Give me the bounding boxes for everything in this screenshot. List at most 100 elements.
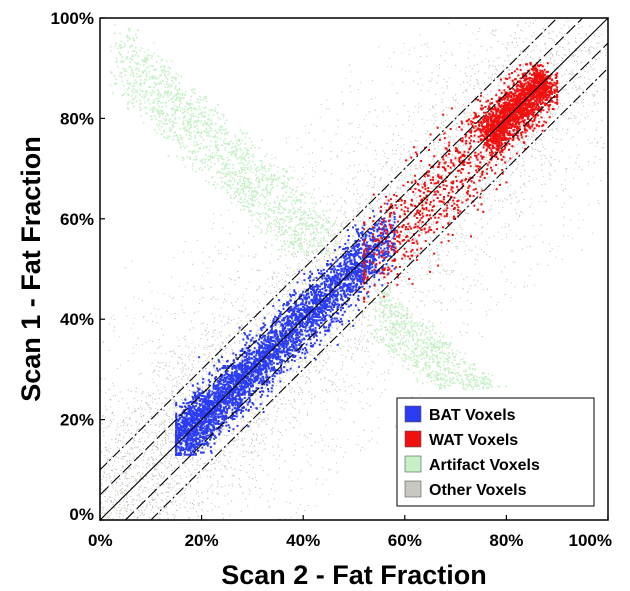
other-voxel-point bbox=[505, 100, 507, 102]
other-voxel-point bbox=[416, 214, 418, 216]
other-voxel-point bbox=[306, 341, 308, 344]
other-voxel-point bbox=[534, 122, 536, 124]
other-voxel-point bbox=[153, 498, 155, 501]
other-voxel-point bbox=[320, 249, 322, 251]
other-voxel-point bbox=[521, 122, 523, 124]
other-voxel-point bbox=[224, 495, 226, 497]
other-voxel-point bbox=[541, 143, 543, 145]
other-voxel-point bbox=[240, 418, 242, 420]
other-voxel-point bbox=[356, 348, 358, 351]
other-voxel-point bbox=[265, 437, 267, 439]
other-voxel-point bbox=[238, 411, 240, 413]
other-voxel-point bbox=[556, 52, 558, 54]
other-voxel-point bbox=[491, 143, 493, 146]
other-voxel-point bbox=[233, 431, 235, 433]
other-voxel-point bbox=[115, 482, 117, 485]
other-voxel-point bbox=[269, 373, 271, 375]
other-voxel-point bbox=[350, 280, 352, 282]
other-voxel-point bbox=[124, 267, 126, 269]
other-voxel-point bbox=[441, 209, 443, 211]
other-voxel-point bbox=[175, 400, 177, 403]
other-voxel-point bbox=[240, 431, 242, 433]
other-voxel-point bbox=[240, 359, 242, 361]
other-voxel-point bbox=[528, 74, 531, 76]
other-voxel-point bbox=[308, 276, 310, 278]
other-voxel-point bbox=[525, 111, 527, 113]
other-voxel-point bbox=[411, 180, 413, 182]
other-voxel-point bbox=[467, 323, 469, 326]
other-voxel-point bbox=[434, 148, 436, 150]
other-voxel-point bbox=[147, 446, 149, 448]
other-voxel-point bbox=[523, 164, 525, 166]
other-voxel-point bbox=[359, 203, 361, 205]
other-voxel-point bbox=[388, 369, 390, 371]
other-voxel-point bbox=[351, 122, 353, 125]
other-voxel-point bbox=[443, 160, 446, 162]
other-voxel-point bbox=[415, 147, 417, 149]
other-voxel-point bbox=[255, 177, 258, 179]
other-voxel-point bbox=[310, 269, 312, 271]
other-voxel-point bbox=[489, 256, 491, 258]
other-voxel-point bbox=[526, 65, 528, 67]
other-voxel-point bbox=[366, 347, 368, 349]
other-voxel-point bbox=[104, 496, 106, 498]
other-voxel-point bbox=[385, 161, 388, 163]
other-voxel-point bbox=[570, 118, 572, 120]
other-voxel-point bbox=[465, 119, 467, 121]
other-voxel-point bbox=[579, 85, 581, 87]
other-voxel-point bbox=[573, 81, 575, 83]
other-voxel-point bbox=[131, 424, 133, 427]
other-voxel-point bbox=[249, 319, 251, 321]
other-voxel-point bbox=[417, 146, 419, 148]
other-voxel-point bbox=[204, 462, 206, 464]
other-voxel-point bbox=[166, 467, 169, 469]
other-voxel-point bbox=[433, 201, 435, 203]
other-voxel-point bbox=[410, 232, 412, 234]
other-voxel-point bbox=[531, 35, 533, 37]
other-voxel-point bbox=[245, 498, 247, 500]
other-voxel-point bbox=[155, 424, 157, 426]
other-voxel-point bbox=[348, 226, 351, 228]
other-voxel-point bbox=[429, 236, 431, 238]
other-voxel-point bbox=[320, 378, 322, 380]
other-voxel-point bbox=[367, 371, 369, 374]
other-voxel-point bbox=[231, 433, 233, 435]
other-voxel-point bbox=[242, 444, 244, 446]
other-voxel-point bbox=[336, 328, 338, 331]
other-voxel-point bbox=[164, 491, 166, 493]
other-voxel-point bbox=[328, 379, 330, 381]
other-voxel-point bbox=[595, 80, 597, 82]
other-voxel-point bbox=[475, 183, 477, 185]
other-voxel-point bbox=[125, 417, 127, 419]
other-voxel-point bbox=[422, 211, 424, 213]
other-voxel-point bbox=[395, 245, 397, 247]
other-voxel-point bbox=[453, 141, 455, 143]
other-voxel-point bbox=[120, 469, 122, 472]
other-voxel-point bbox=[580, 37, 582, 39]
other-voxel-point bbox=[172, 429, 174, 431]
other-voxel-point bbox=[455, 160, 457, 162]
other-voxel-point bbox=[409, 283, 411, 285]
other-voxel-point bbox=[541, 164, 543, 166]
other-voxel-point bbox=[316, 230, 319, 232]
other-voxel-point bbox=[483, 162, 485, 164]
other-voxel-point bbox=[106, 517, 108, 519]
other-voxel-point bbox=[264, 418, 266, 420]
other-voxel-point bbox=[415, 168, 417, 170]
other-voxel-point bbox=[124, 422, 126, 424]
other-voxel-point bbox=[203, 346, 205, 349]
other-voxel-point bbox=[475, 164, 477, 166]
other-voxel-point bbox=[371, 324, 373, 326]
other-voxel-point bbox=[537, 113, 539, 115]
other-voxel-point bbox=[234, 279, 236, 281]
other-voxel-point bbox=[287, 250, 289, 252]
other-voxel-point bbox=[238, 350, 240, 352]
other-voxel-point bbox=[594, 94, 596, 96]
other-voxel-point bbox=[225, 337, 228, 339]
other-voxel-point bbox=[411, 197, 413, 200]
other-voxel-point bbox=[221, 402, 223, 404]
other-voxel-point bbox=[402, 256, 404, 258]
other-voxel-point bbox=[361, 323, 363, 325]
other-voxel-point bbox=[136, 499, 138, 501]
other-voxel-point bbox=[117, 441, 119, 443]
